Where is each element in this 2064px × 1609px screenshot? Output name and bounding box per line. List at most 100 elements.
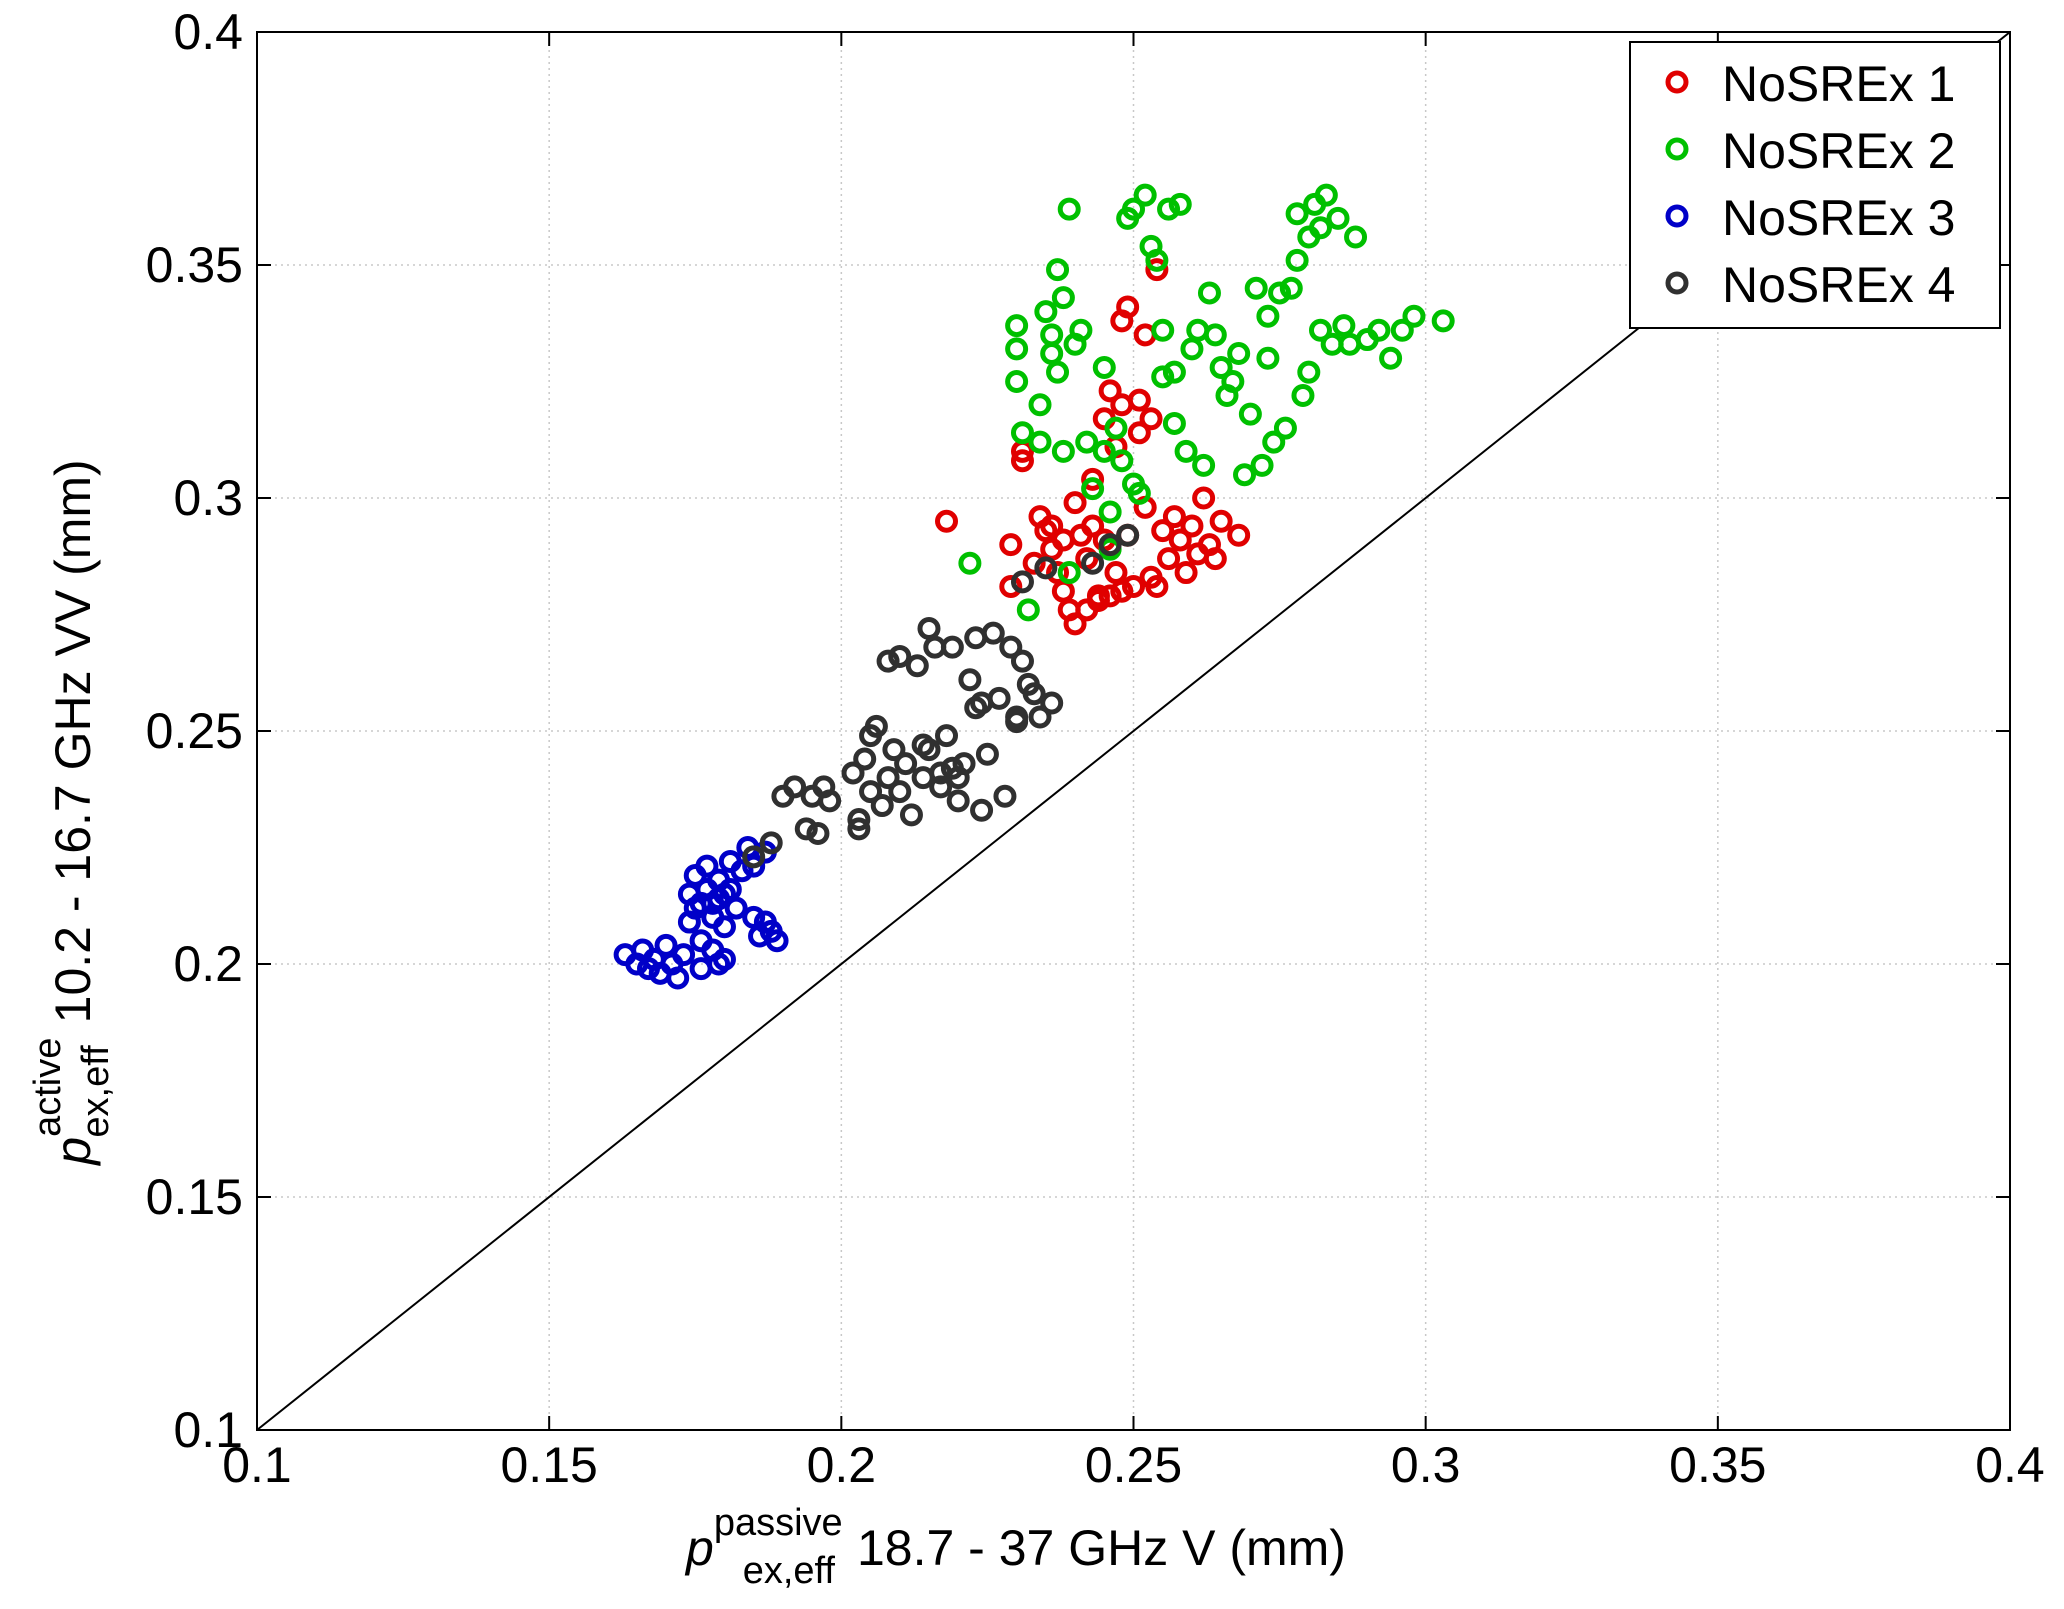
data-point — [1431, 309, 1455, 333]
data-point — [1116, 523, 1140, 547]
data-point — [1285, 202, 1309, 226]
series-3 — [613, 836, 789, 990]
legend-label: NoSREx 3 — [1722, 190, 1955, 246]
data-point — [1379, 346, 1403, 370]
data-point — [958, 551, 982, 575]
data-point — [724, 896, 748, 920]
data-point — [1221, 370, 1245, 393]
data-point — [1162, 411, 1186, 435]
x-axis-subscript: ex,eff — [743, 1550, 836, 1592]
axis-ticks: 0.1 0.15 0.2 0.25 0.3 0.35 0.4 0.1 0.15 0.2 0.25 0.… — [146, 4, 2045, 1493]
data-point — [1010, 570, 1034, 594]
legend-label: NoSREx 1 — [1722, 56, 1955, 112]
data-point — [1040, 514, 1064, 538]
data-point — [1192, 453, 1216, 477]
y-axis-superscript: active — [27, 1038, 69, 1137]
data-point — [1110, 579, 1134, 603]
data-point — [958, 668, 982, 692]
data-point — [1145, 575, 1169, 599]
data-point — [1308, 318, 1332, 342]
data-point — [1098, 500, 1122, 524]
data-point — [1051, 439, 1075, 463]
data-point — [1209, 356, 1233, 380]
data-point — [970, 691, 994, 715]
data-point — [1308, 216, 1332, 240]
data-point — [712, 915, 736, 939]
data-point — [1005, 314, 1029, 338]
data-point — [1262, 430, 1286, 454]
data-point — [999, 575, 1023, 599]
data-point — [1034, 300, 1058, 324]
data-point — [1127, 421, 1151, 445]
legend-label: NoSREx 2 — [1722, 123, 1955, 179]
data-point — [888, 644, 912, 668]
data-point — [911, 733, 935, 757]
data-point — [1168, 528, 1192, 552]
data-point — [742, 845, 766, 869]
data-point — [1116, 295, 1140, 319]
data-point — [1162, 360, 1186, 384]
data-point — [1122, 197, 1145, 221]
y-tick-label: 0.15 — [146, 1169, 243, 1225]
data-point — [975, 742, 999, 766]
data-point — [1010, 421, 1034, 445]
data-point — [1133, 183, 1157, 207]
x-tick-label: 0.1 — [222, 1437, 292, 1493]
data-point — [1034, 556, 1058, 580]
data-point — [1022, 682, 1046, 706]
data-point — [1028, 705, 1052, 729]
data-point — [1168, 192, 1192, 216]
data-point — [1256, 304, 1280, 328]
data-point — [783, 775, 807, 799]
data-point — [847, 817, 871, 841]
data-point — [929, 775, 953, 799]
data-point — [1046, 258, 1070, 282]
data-point — [1081, 514, 1105, 538]
data-point — [765, 929, 789, 953]
x-axis-label: ppassive ex,eff 18.7 - 37 GHz V (mm) — [684, 1502, 1346, 1592]
data-point — [1192, 486, 1216, 510]
data-point — [1057, 561, 1081, 585]
data-point — [1256, 346, 1280, 370]
data-point — [806, 822, 830, 846]
legend-box — [1629, 41, 2001, 329]
data-point — [1151, 365, 1175, 389]
y-axis-title-text: 10.2 - 16.7 GHz VV (mm) — [45, 459, 101, 1023]
data-point — [1273, 416, 1297, 440]
data-point — [841, 761, 865, 785]
data-point — [1174, 561, 1198, 585]
data-point — [935, 724, 959, 748]
data-points — [613, 183, 1455, 990]
data-point — [1122, 575, 1145, 599]
y-axis-symbol: p — [45, 1137, 101, 1167]
legend: NoSREx 1 NoSREx 2 NoSREx 3 NoSREx 4 — [1629, 41, 2001, 329]
data-point — [794, 817, 818, 841]
data-point — [1174, 439, 1198, 463]
data-point — [981, 621, 1005, 645]
data-point — [905, 654, 929, 678]
x-tick-label: 0.2 — [807, 1437, 877, 1493]
data-point — [1122, 472, 1145, 496]
y-tick-label: 0.1 — [173, 1402, 243, 1458]
data-point — [1297, 360, 1321, 384]
data-point — [876, 766, 900, 790]
data-point — [899, 803, 923, 827]
data-point — [946, 766, 970, 790]
data-point — [689, 891, 713, 915]
legend-marker — [1665, 137, 1689, 161]
data-point — [1157, 197, 1181, 221]
data-point — [1203, 323, 1227, 347]
data-point — [1057, 197, 1081, 221]
data-point — [1279, 276, 1303, 300]
data-point — [1151, 519, 1175, 543]
y-tick-label: 0.25 — [146, 703, 243, 759]
data-point — [1203, 547, 1227, 571]
y-axis-subscript: ex,eff — [75, 1045, 117, 1138]
data-point — [999, 635, 1023, 659]
data-point — [1005, 337, 1029, 361]
data-point — [1028, 430, 1052, 454]
data-point — [1040, 691, 1064, 715]
data-point — [1238, 402, 1262, 426]
data-point — [882, 738, 906, 762]
x-tick-label: 0.15 — [501, 1437, 598, 1493]
